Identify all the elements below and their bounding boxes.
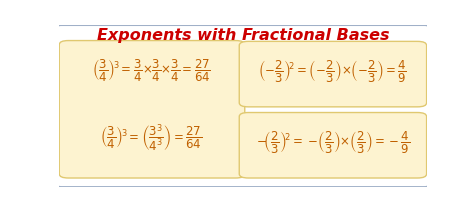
FancyBboxPatch shape (59, 41, 245, 178)
Text: $-\!\left(\dfrac{2}{3}\right)^{\!2}=-\!\left(\dfrac{2}{3}\right){\times}\left(\d: $-\!\left(\dfrac{2}{3}\right)^{\!2}=-\!\… (256, 129, 410, 155)
Text: $\left(\dfrac{3}{4}\right)^{\!3}=\dfrac{3}{4}{\times}\dfrac{3}{4}{\times}\dfrac{: $\left(\dfrac{3}{4}\right)^{\!3}=\dfrac{… (91, 58, 210, 84)
Text: Exponents with Fractional Bases: Exponents with Fractional Bases (97, 28, 389, 43)
FancyBboxPatch shape (57, 25, 428, 187)
Text: $\left(\dfrac{3}{4}\right)^{\!3}=\left(\dfrac{3^3}{4^3}\right)=\dfrac{27}{64}$: $\left(\dfrac{3}{4}\right)^{\!3}=\left(\… (100, 123, 202, 154)
Text: $\left(-\dfrac{2}{3}\right)^{\!2}=\left(-\dfrac{2}{3}\right){\times}\left(-\dfra: $\left(-\dfrac{2}{3}\right)^{\!2}=\left(… (258, 58, 407, 84)
FancyBboxPatch shape (239, 113, 427, 178)
FancyBboxPatch shape (239, 41, 427, 107)
